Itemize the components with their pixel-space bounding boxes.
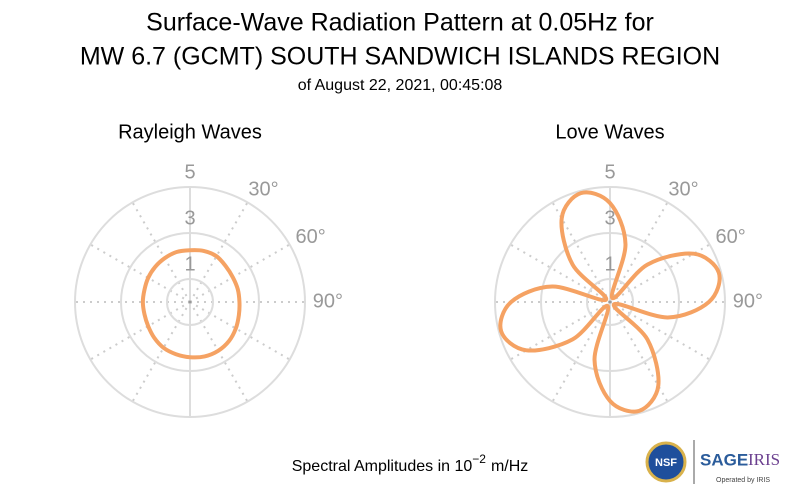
angular-tick-label: 90° (313, 290, 343, 312)
center-dot (608, 300, 612, 304)
pattern-line (498, 190, 722, 414)
angular-tick-label: 30° (668, 179, 698, 201)
footer: Spectral Amplitudes in 10−2 m/Hz (292, 452, 529, 475)
chart-title: Rayleigh Waves (118, 121, 262, 143)
logos: NSF SAGE IRIS Operated by IRIS (645, 440, 780, 484)
operated-text: Operated by IRIS (716, 477, 770, 484)
angular-grid-line (551, 201, 611, 303)
radial-tick-label: 1 (604, 253, 615, 275)
sage-text: SAGE (700, 450, 748, 469)
center-dot (188, 300, 192, 304)
pattern-line (140, 248, 242, 360)
angular-grid-line (131, 201, 191, 303)
angular-grid-line (89, 243, 191, 303)
subtitle: of August 22, 2021, 00:45:08 (298, 77, 503, 94)
angular-grid-line (189, 243, 291, 303)
radial-grid-circle (586, 278, 634, 326)
angular-tick-label: 30° (248, 179, 278, 201)
angular-tick-label: 60° (716, 226, 746, 248)
nsf-text: NSF (655, 457, 677, 469)
footer-text: Spectral Amplitudes in 10 (292, 458, 473, 475)
radial-grid-circle (494, 186, 726, 418)
angular-grid-line (609, 301, 669, 403)
angular-grid-line (89, 301, 191, 361)
radial-tick-label: 1 (184, 253, 195, 275)
angular-grid-line (551, 301, 611, 403)
angular-grid-line (609, 201, 669, 303)
radial-grid-circle (540, 232, 680, 372)
title-line: Surface-Wave Radiation Pattern at 0.05Hz… (146, 9, 654, 37)
radial-grid-circle (120, 232, 260, 372)
angular-grid-line (509, 301, 611, 361)
iris-text: IRIS (748, 450, 780, 469)
nsf-logo (645, 441, 687, 483)
radial-grid-circle (166, 278, 214, 326)
angular-grid-line (609, 243, 711, 303)
angular-grid-line (189, 201, 249, 303)
angular-tick-label: 60° (296, 226, 326, 248)
radial-tick-label: 5 (184, 161, 195, 183)
footer-exponent: −2 (472, 452, 486, 466)
angular-grid-line (609, 301, 711, 361)
radial-tick-label: 3 (184, 207, 195, 229)
angular-tick-label: 90° (733, 290, 763, 312)
angular-grid-line (509, 243, 611, 303)
angular-grid-line (189, 301, 291, 361)
chart-title: Love Waves (555, 121, 664, 143)
radial-grid-circle (74, 186, 306, 418)
angular-grid-line (131, 301, 191, 403)
radial-tick-label: 5 (604, 161, 615, 183)
radial-tick-label: 3 (604, 207, 615, 229)
footer-unit: m/Hz (491, 458, 528, 475)
title-line: MW 6.7 (GCMT) SOUTH SANDWICH ISLANDS REG… (80, 43, 720, 71)
